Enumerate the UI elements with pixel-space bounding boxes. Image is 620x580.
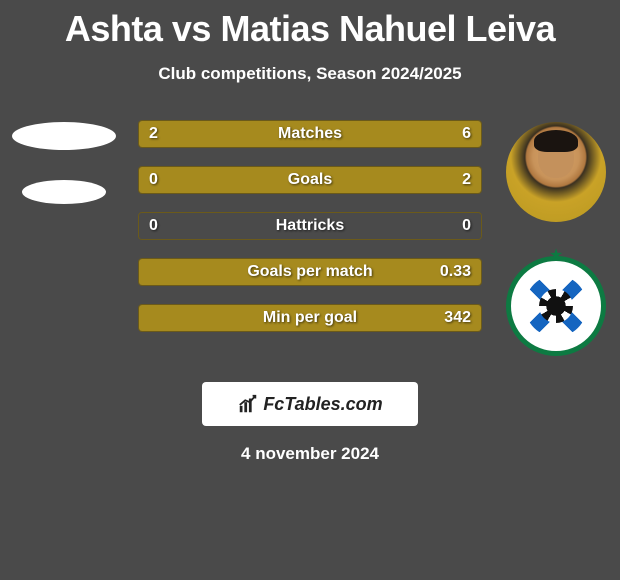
stat-row: 342Min per goal [138, 304, 482, 332]
page-subtitle: Club competitions, Season 2024/2025 [0, 64, 620, 84]
brand-label: FcTables.com [263, 394, 382, 415]
comparison-panel: 26Matches 02Goals 00Hattricks 0.33Goals per… [0, 116, 620, 376]
stat-bars: 26Matches 02Goals 00Hattricks 0.33Goals per… [138, 120, 482, 350]
stat-row: 0.33Goals per match [138, 258, 482, 286]
stat-label: Matches [139, 121, 481, 147]
stat-row: 00Hattricks [138, 212, 482, 240]
crest-star-icon: ★ [549, 245, 563, 265]
date-label: 4 november 2024 [0, 444, 620, 464]
stat-label: Min per goal [139, 305, 481, 331]
player-right-column: ★ [500, 116, 612, 356]
player-left-crest-placeholder [22, 180, 106, 204]
player-left-avatar-placeholder [12, 122, 116, 150]
page-title: Ashta vs Matias Nahuel Leiva [0, 0, 620, 50]
stat-label: Goals per match [139, 259, 481, 285]
brand-chart-icon [237, 393, 259, 415]
brand-badge[interactable]: FcTables.com [202, 382, 418, 426]
stat-row: 26Matches [138, 120, 482, 148]
player-left-column [8, 116, 120, 204]
player-right-avatar [506, 122, 606, 222]
stat-label: Goals [139, 167, 481, 193]
stat-label: Hattricks [139, 213, 481, 239]
stat-row: 02Goals [138, 166, 482, 194]
player-right-crest: ★ [506, 256, 606, 356]
